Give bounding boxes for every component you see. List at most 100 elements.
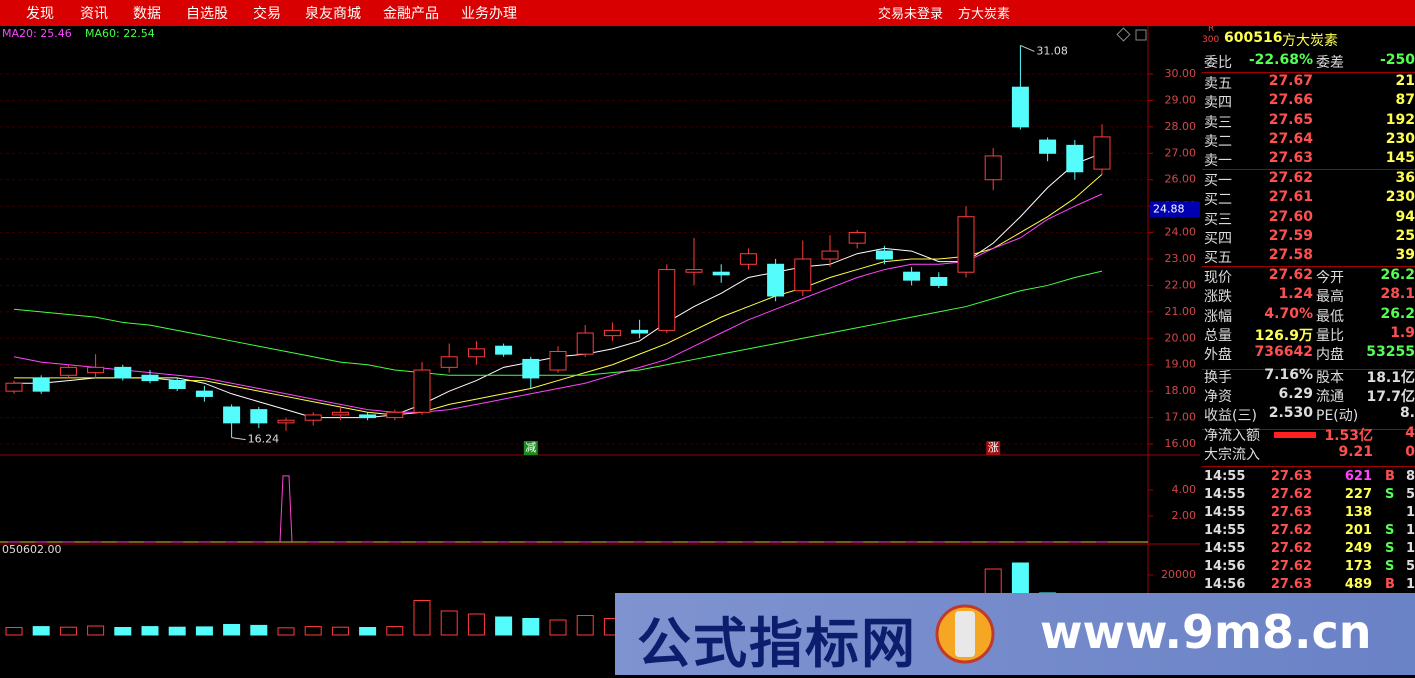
low-label: 16.24 [248,433,280,446]
candle-body [359,414,377,419]
trade-cell: 1 [1405,505,1415,520]
menu-item[interactable]: 资讯 [80,6,108,22]
price-marker-box [1150,201,1200,218]
y-tick-label: 28.00 [1165,120,1197,133]
volume-bar [223,624,241,636]
quote-cell: 股本 [1316,369,1344,386]
quote-cell: 230 [1385,130,1415,147]
trade-cell: 249 [1344,541,1372,556]
quote-cell: 53255 [1366,344,1415,361]
menu-item[interactable]: 金融产品 [383,6,439,22]
separator [1202,466,1415,467]
quote-cell: 卖一 [1204,153,1232,170]
y-tick-label: 17.00 [1165,411,1197,424]
quote-cell: 卖五 [1204,76,1232,92]
quote-cell: 0 [1405,444,1415,461]
quote-cell: 委差 [1316,55,1344,71]
quote-cell: 净资 [1204,388,1232,405]
quote-cell: 230 [1385,189,1415,206]
quote-cell: 17.7亿 [1366,388,1415,405]
quote-cell: 大宗流入 [1204,447,1260,464]
quote-cell: 39 [1395,247,1415,264]
candle-body [603,329,621,337]
watermark-title: 公式指标网 [637,612,917,675]
volume-bar [59,626,77,636]
candle-body [413,369,431,413]
separator [1202,369,1415,370]
trade-cell: 27.62 [1270,523,1312,538]
spike [279,475,293,543]
quote-cell: 27.60 [1268,208,1313,225]
candle-body [386,411,404,419]
quote-cell: 外盘 [1204,347,1232,364]
candle-body [195,390,213,397]
menu-item[interactable]: 自选股 [186,6,228,22]
icon[interactable] [1135,29,1147,41]
quote-cell: 收益(三) [1204,408,1257,425]
quote-cell: 27.64 [1268,130,1313,147]
quote-cell: 145 [1385,150,1415,167]
candle-body [522,358,540,379]
y-tick-label: 26.00 [1165,173,1197,186]
trade-cell: B [1385,469,1395,484]
candle-body [685,269,703,273]
quote-cell: 买三 [1204,211,1232,228]
quote-cell: 27.62 [1268,267,1313,283]
volume-bar [549,619,567,636]
trade-cell: 489 [1344,577,1372,592]
y-tick-label: 2.00 [1172,509,1197,522]
ma-line [14,174,1103,416]
candle-body [467,348,485,358]
quote-cell: 卖三 [1204,114,1232,131]
quote-cell: 最高 [1316,289,1344,306]
quote-cell: 流通 [1316,388,1344,405]
signal-box [523,441,538,455]
icon[interactable] [1116,27,1131,42]
menu-item[interactable]: 发现 [26,6,54,22]
watermark-url: www.9m8.cn [1040,605,1372,659]
volume-bar [5,627,23,636]
candle-body [5,382,23,392]
candle-body [114,366,132,379]
quote-cell: 4 [1405,425,1415,441]
trade-cell: S [1385,487,1395,502]
volume-bar [168,626,186,636]
candle-body [1093,136,1111,170]
quote-cell: 27.62 [1268,170,1313,186]
quote-cell: 卖四 [1204,95,1232,112]
menu-item[interactable]: 数据 [133,6,161,22]
candle-body [658,269,676,331]
y-tick-label: 19.00 [1165,358,1197,371]
candle-body [848,232,866,244]
candle-body [304,414,322,421]
quote-cell: 涨幅 [1204,308,1232,325]
menu-item[interactable]: 交易 [253,6,281,22]
quote-cell: 94 [1395,208,1415,225]
flow-bar [1274,432,1316,438]
candle-body [495,345,513,355]
trade-cell: 1 [1405,523,1415,538]
quote-cell: 委比 [1204,55,1232,71]
menu-item[interactable]: 业务办理 [461,6,517,22]
quote-cell: 6.29 [1278,385,1313,402]
volume-bar [32,626,50,636]
quote-cell: PE(动) [1316,408,1359,425]
quote-cell: 126.9万 [1254,327,1313,344]
trade-cell: 14:56 [1204,577,1246,592]
quote-cell: 2.530 [1268,405,1313,422]
quote-cell: 换手 [1204,369,1232,386]
quote-cell: 87 [1395,92,1415,109]
trade-cell: 173 [1344,559,1372,574]
y-tick-label: 24.00 [1165,226,1197,239]
trade-cell: 5 [1405,487,1415,502]
volume-bar [522,618,540,636]
ma-legend: MA20: 25.46 [2,27,72,40]
volume-bar [576,615,594,636]
trade-cell: 1 [1405,541,1415,556]
separator [1202,72,1415,73]
trade-cell: S [1385,541,1395,556]
menu-bar: 发现 资讯 数据 自选股 交易 泉友商城 金融产品 业务办理 交易未登录 方大炭素 [0,0,1415,26]
candle-body [1011,86,1029,128]
menu-item[interactable]: 泉友商城 [305,6,361,22]
